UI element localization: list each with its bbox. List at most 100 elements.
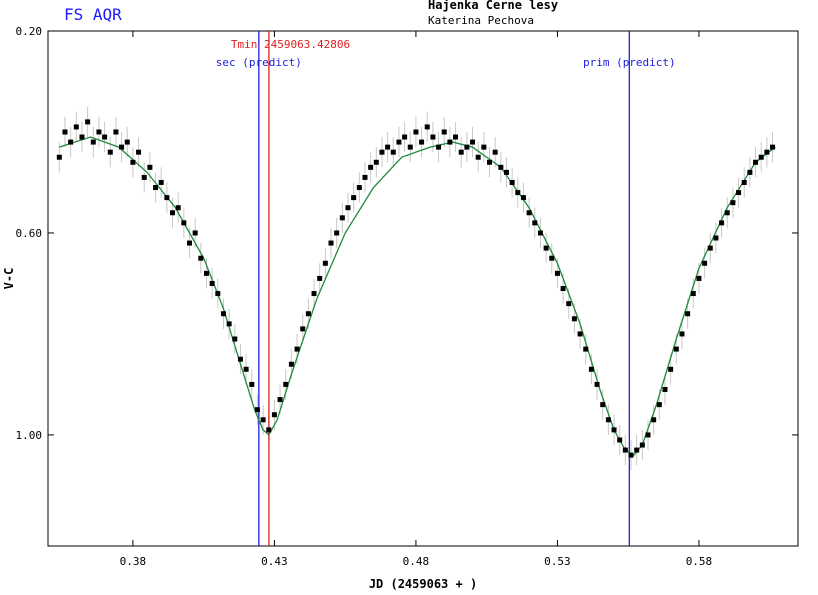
data-point <box>328 240 334 246</box>
axis-labels: 0.38 0.43 0.48 0.53 0.58 0.20 0.60 1.00 JD (2459… <box>2 25 712 591</box>
data-point <box>266 427 272 433</box>
data-point <box>764 149 770 155</box>
data-point <box>702 260 708 266</box>
data-point <box>232 336 238 342</box>
data-point <box>113 129 119 135</box>
data-point <box>487 159 493 165</box>
data-point <box>385 144 391 150</box>
y-tick-label: 1.00 <box>16 429 43 442</box>
data-point <box>498 164 504 170</box>
data-point <box>430 134 436 140</box>
data-point <box>566 301 572 307</box>
data-point <box>277 397 283 403</box>
x-tick-label: 0.53 <box>544 555 571 568</box>
plot-frame <box>47 30 799 547</box>
x-axis-label: JD (2459063 + ) <box>369 577 477 591</box>
observatory-name: Hajenka Cerne lesy <box>428 0 559 12</box>
data-point <box>305 311 311 317</box>
data-point <box>549 255 555 261</box>
data-point <box>283 381 289 387</box>
data-point <box>685 311 691 317</box>
y-axis-label: V-C <box>2 268 16 290</box>
data-point <box>345 205 351 211</box>
data-point <box>605 417 611 423</box>
data-point <box>413 129 419 135</box>
data-point <box>62 129 68 135</box>
data-point <box>492 149 498 155</box>
data-point <box>373 159 379 165</box>
data-point <box>351 195 357 201</box>
data-point <box>617 437 623 443</box>
data-point <box>362 174 368 180</box>
data-point <box>628 452 634 458</box>
y-tick-label: 0.20 <box>16 25 43 38</box>
data-point <box>560 286 566 291</box>
data-point <box>571 316 577 322</box>
data-point <box>175 205 181 211</box>
data-point <box>181 220 187 226</box>
data-point <box>390 149 396 155</box>
data-point <box>249 381 255 387</box>
data-point <box>436 144 442 150</box>
data-point <box>311 291 317 297</box>
data-point <box>226 321 232 327</box>
data-point <box>651 417 657 423</box>
data-point <box>736 190 742 196</box>
data-point <box>424 124 430 130</box>
data-point <box>758 154 764 160</box>
data-point <box>475 154 481 160</box>
data-point <box>509 179 515 185</box>
data-point <box>753 159 759 165</box>
data-point <box>515 190 521 196</box>
data-point <box>747 169 753 175</box>
data-point <box>588 366 594 372</box>
data-point <box>334 230 340 236</box>
data-point <box>220 311 226 317</box>
data-point <box>187 240 193 246</box>
data-point <box>356 185 362 191</box>
data-point <box>696 275 702 281</box>
data-point <box>243 366 249 372</box>
data-point <box>407 144 413 150</box>
data-point <box>170 210 176 216</box>
data-point <box>203 270 209 276</box>
data-point <box>503 169 509 175</box>
x-tick-label: 0.48 <box>403 555 430 568</box>
x-tick-label: 0.38 <box>120 555 147 568</box>
data-point <box>645 432 651 438</box>
data-point <box>254 407 260 413</box>
data-point <box>317 275 323 281</box>
data-point <box>470 139 476 145</box>
data-point <box>260 417 266 423</box>
data-point <box>458 149 464 155</box>
data-point <box>164 195 170 201</box>
data-point <box>554 270 560 276</box>
data-point <box>656 402 662 408</box>
data-point <box>577 331 583 337</box>
data-point <box>730 200 736 206</box>
data-point <box>532 220 538 226</box>
data-point <box>668 366 674 372</box>
data-point <box>543 245 549 251</box>
data-point <box>368 164 374 170</box>
error-bars <box>58 106 774 471</box>
data-point <box>453 134 459 140</box>
y-tick-label: 0.60 <box>16 227 43 240</box>
data-point <box>594 381 600 387</box>
data-point <box>537 230 543 236</box>
data-point <box>79 134 85 140</box>
data-point <box>707 245 713 251</box>
data-point <box>90 139 96 145</box>
data-point <box>724 210 730 216</box>
observer-name: Katerina Pechova <box>428 14 534 27</box>
data-point <box>158 179 164 185</box>
plot-border <box>47 30 799 547</box>
data-point <box>639 442 645 448</box>
data-point <box>130 159 136 165</box>
data-point <box>481 144 487 150</box>
data-point <box>379 149 385 155</box>
reference-line-label: prim (predict) <box>583 56 676 69</box>
data-point <box>690 291 696 297</box>
data-point <box>96 129 102 135</box>
